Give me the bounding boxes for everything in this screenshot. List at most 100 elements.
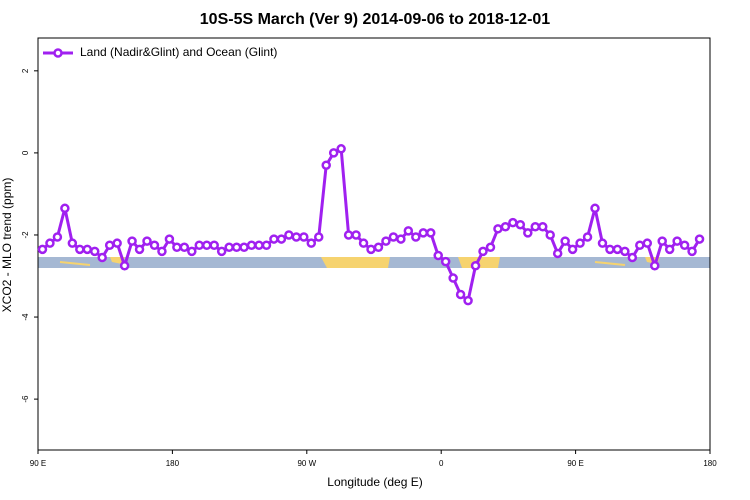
point <box>67 238 78 248</box>
point <box>545 230 555 240</box>
point <box>187 246 197 257</box>
point <box>523 228 533 238</box>
x-tick-label: 180 <box>703 459 717 468</box>
point <box>635 240 645 250</box>
legend-marker <box>53 48 63 58</box>
point <box>620 246 630 257</box>
point <box>567 244 578 255</box>
plot-frame <box>37 37 711 451</box>
point <box>104 240 115 250</box>
point <box>306 238 317 248</box>
map-strip <box>38 257 710 268</box>
point <box>82 244 93 255</box>
point <box>37 244 48 255</box>
point <box>52 232 63 242</box>
point <box>552 248 563 259</box>
point <box>597 238 608 248</box>
point <box>134 244 145 255</box>
chart-title: 10S-5S March (Ver 9) 2014-09-06 to 2018-… <box>200 11 551 28</box>
point <box>649 260 660 271</box>
point <box>321 160 331 170</box>
point <box>231 242 242 253</box>
point <box>45 238 55 248</box>
point <box>89 246 100 257</box>
x-tick-label: 0 <box>439 459 444 468</box>
point <box>246 240 257 250</box>
point <box>254 240 264 250</box>
x-axis-label: Longitude (deg E) <box>327 475 422 489</box>
point <box>112 238 122 248</box>
point <box>642 238 653 248</box>
point <box>269 234 279 244</box>
point <box>530 222 541 232</box>
point <box>97 252 107 263</box>
legend-label: Land (Nadir&Glint) and Ocean (Glint) <box>80 45 277 59</box>
y-tick-label: -4 <box>21 313 30 321</box>
point <box>119 260 130 271</box>
x-tick-label: 180 <box>166 459 180 468</box>
point <box>276 234 287 244</box>
y-tick-label: 2 <box>21 68 30 73</box>
point <box>172 242 182 253</box>
point <box>455 289 466 300</box>
point <box>358 238 369 248</box>
point <box>75 244 85 255</box>
point <box>493 224 503 234</box>
series-line <box>41 146 701 304</box>
point <box>381 236 391 246</box>
point <box>216 246 227 257</box>
point <box>694 234 705 244</box>
point <box>478 246 488 257</box>
point <box>373 242 384 253</box>
point <box>582 232 593 242</box>
point <box>291 232 302 242</box>
point <box>687 246 697 257</box>
point <box>515 219 526 230</box>
x-tick-label: 90 W <box>297 459 316 468</box>
point <box>149 240 160 250</box>
point <box>605 244 615 255</box>
point <box>157 246 167 257</box>
point <box>209 240 219 250</box>
point <box>411 232 421 242</box>
point <box>224 242 234 253</box>
point <box>560 236 570 246</box>
y-tick-label: 0 <box>21 150 30 155</box>
point <box>127 236 137 246</box>
point <box>657 236 667 246</box>
point <box>239 242 249 253</box>
point <box>485 242 496 253</box>
point <box>328 148 339 158</box>
point <box>366 244 376 255</box>
point <box>537 222 548 232</box>
point <box>313 232 324 242</box>
point <box>470 260 481 271</box>
point <box>463 295 473 306</box>
point <box>388 232 399 242</box>
point <box>403 226 414 236</box>
point <box>284 230 294 240</box>
point <box>679 240 690 250</box>
point <box>418 228 429 238</box>
point <box>433 250 443 261</box>
point <box>261 240 272 250</box>
x-tick-label: 90 E <box>567 459 583 468</box>
point <box>194 240 205 250</box>
point <box>612 244 623 255</box>
point <box>343 230 354 240</box>
point <box>351 230 361 240</box>
point <box>336 144 346 154</box>
point <box>164 234 175 244</box>
point <box>201 240 212 250</box>
point <box>142 236 152 246</box>
y-axis-label: XCO2 - MLO trend (ppm) <box>0 178 14 313</box>
point <box>425 228 436 238</box>
point <box>448 273 458 283</box>
point <box>672 236 682 246</box>
point <box>179 242 190 253</box>
point <box>508 217 518 228</box>
point <box>500 222 511 232</box>
y-tick-label: -6 <box>21 395 30 403</box>
x-tick-label: 90 E <box>30 459 46 468</box>
